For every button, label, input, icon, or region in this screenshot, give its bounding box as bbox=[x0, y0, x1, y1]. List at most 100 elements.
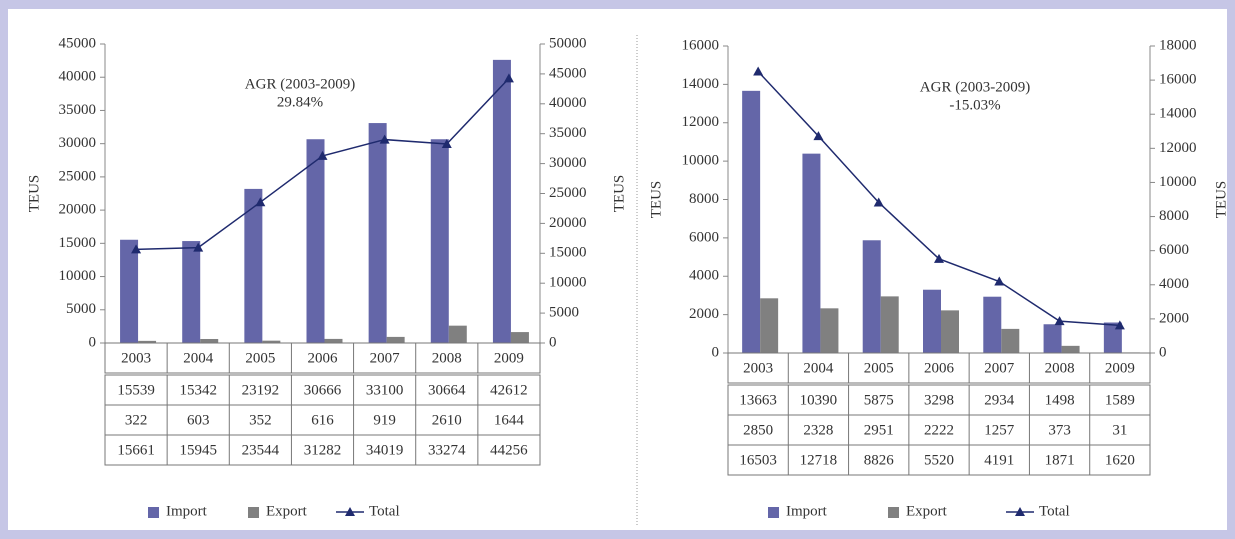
table-cell: 1620 bbox=[1105, 452, 1135, 468]
table-cell: 23544 bbox=[242, 442, 280, 458]
y2-tick-label: 16000 bbox=[1159, 72, 1197, 88]
y2-tick-label: 4000 bbox=[1159, 276, 1189, 292]
line-marker bbox=[255, 197, 266, 207]
table-cell: 919 bbox=[373, 412, 396, 428]
bar bbox=[200, 338, 219, 343]
y-tick-label: 15000 bbox=[59, 235, 97, 251]
bar bbox=[941, 310, 959, 353]
table-cell: 2610 bbox=[432, 412, 462, 428]
table-cell: 373 bbox=[1048, 422, 1071, 438]
table-cell: 30664 bbox=[428, 382, 466, 398]
line-marker bbox=[1054, 316, 1065, 326]
line-marker bbox=[379, 134, 390, 144]
table-cell: 1257 bbox=[984, 422, 1015, 438]
table-cell: 44256 bbox=[490, 442, 528, 458]
table-header: 2008 bbox=[432, 350, 462, 366]
bar bbox=[492, 59, 511, 343]
table-border bbox=[104, 342, 541, 374]
y-tick-label: 14000 bbox=[682, 76, 720, 92]
y2-tick-label: 40000 bbox=[549, 95, 587, 111]
bar bbox=[1061, 345, 1080, 353]
table-cell: 322 bbox=[125, 412, 148, 428]
bar bbox=[1001, 328, 1020, 353]
table-cell: 603 bbox=[187, 412, 210, 428]
y2-tick-label: 45000 bbox=[549, 65, 587, 81]
panel-background bbox=[8, 9, 1227, 530]
table-cell: 12718 bbox=[800, 452, 838, 468]
bar bbox=[1103, 322, 1122, 353]
table-cell: 15661 bbox=[117, 442, 155, 458]
table-header: 2004 bbox=[803, 360, 834, 376]
table-cell: 5875 bbox=[864, 392, 894, 408]
table-cell: 15945 bbox=[179, 442, 217, 458]
y2-tick-label: 6000 bbox=[1159, 242, 1189, 258]
table-border bbox=[104, 374, 541, 466]
y2-tick-label: 18000 bbox=[1159, 37, 1197, 53]
table-header: 2003 bbox=[743, 360, 773, 376]
table-border bbox=[727, 384, 1151, 476]
y-tick-label: 20000 bbox=[59, 202, 97, 218]
y2-tick-label: 35000 bbox=[549, 125, 587, 141]
table-header: 2004 bbox=[183, 350, 214, 366]
table-cell: 8826 bbox=[864, 452, 895, 468]
y-axis-label: TEUS bbox=[648, 181, 664, 219]
bar bbox=[182, 241, 201, 343]
bar bbox=[448, 325, 467, 343]
legend-label: Total bbox=[1039, 503, 1070, 519]
table-cell: 352 bbox=[249, 412, 272, 428]
legend-label: Export bbox=[266, 503, 308, 519]
table-cell: 33274 bbox=[428, 442, 466, 458]
table-cell: 10390 bbox=[800, 392, 838, 408]
table-header: 2009 bbox=[494, 350, 524, 366]
bar bbox=[138, 340, 157, 343]
legend-label: Import bbox=[786, 503, 828, 519]
table-header: 2006 bbox=[924, 360, 955, 376]
y2-tick-label: 10000 bbox=[549, 275, 587, 291]
bar bbox=[306, 139, 325, 343]
table-header: 2006 bbox=[308, 350, 339, 366]
table-cell: 616 bbox=[311, 412, 334, 428]
y2-tick-label: 20000 bbox=[549, 215, 587, 231]
y2-tick-label: 14000 bbox=[1159, 106, 1197, 122]
y-tick-label: 10000 bbox=[682, 153, 720, 169]
table-cell: 33100 bbox=[366, 382, 404, 398]
line-marker bbox=[1114, 320, 1125, 330]
line-marker bbox=[503, 73, 514, 83]
table-cell: 2934 bbox=[984, 392, 1015, 408]
y-tick-label: 6000 bbox=[689, 229, 719, 245]
bar bbox=[120, 239, 139, 343]
y2-tick-label: 30000 bbox=[549, 155, 587, 171]
table-header: 2005 bbox=[864, 360, 894, 376]
table-header: 2007 bbox=[984, 360, 1015, 376]
y2-tick-label: 12000 bbox=[1159, 140, 1197, 156]
bar bbox=[368, 123, 387, 344]
legend-label: Import bbox=[166, 503, 208, 519]
table-cell: 15342 bbox=[179, 382, 217, 398]
annotation: -15.03% bbox=[949, 97, 1000, 113]
bar bbox=[923, 289, 941, 353]
line-marker bbox=[317, 150, 328, 160]
legend-swatch bbox=[888, 507, 899, 518]
y-tick-label: 5000 bbox=[66, 301, 96, 317]
table-header: 2003 bbox=[121, 350, 151, 366]
y-tick-label: 35000 bbox=[59, 102, 97, 118]
y-tick-label: 10000 bbox=[59, 268, 97, 284]
line-marker bbox=[193, 242, 204, 252]
y2-axis-label: TEUS bbox=[611, 175, 627, 213]
bar bbox=[820, 308, 839, 353]
line-marker bbox=[131, 244, 142, 254]
annotation: 29.84% bbox=[277, 94, 323, 110]
bar bbox=[510, 332, 529, 343]
y2-axis-label: TEUS bbox=[1213, 181, 1229, 219]
bar bbox=[244, 188, 263, 343]
line-marker bbox=[873, 197, 884, 207]
y2-tick-label: 0 bbox=[549, 334, 557, 350]
table-cell: 1644 bbox=[494, 412, 525, 428]
table-header: 2009 bbox=[1105, 360, 1135, 376]
table-cell: 23192 bbox=[242, 382, 280, 398]
table-cell: 31282 bbox=[304, 442, 342, 458]
table-cell: 30666 bbox=[304, 382, 342, 398]
table-cell: 15539 bbox=[117, 382, 155, 398]
y2-tick-label: 50000 bbox=[549, 35, 587, 51]
